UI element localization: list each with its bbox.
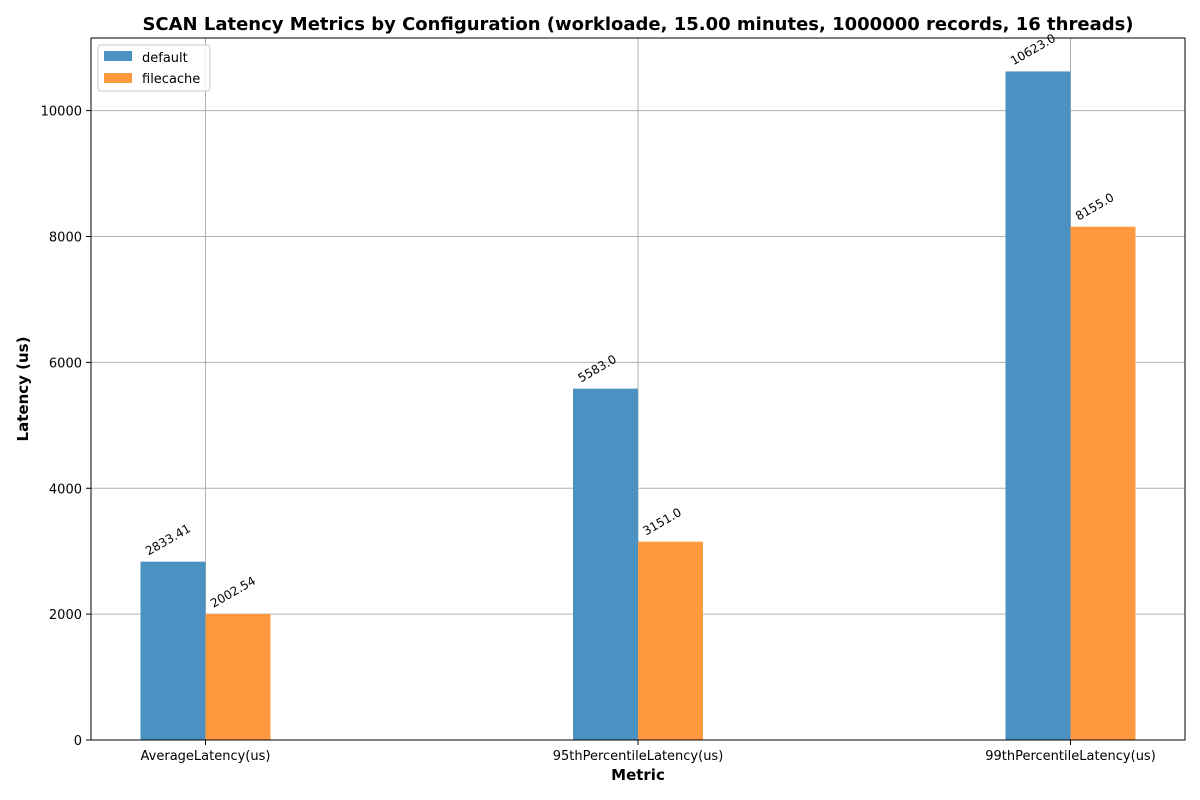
y-axis-ticks: 0 2000 4000 6000 8000 10000 bbox=[41, 105, 91, 749]
y-tick-label: 0 bbox=[74, 734, 82, 749]
y-tick-label: 6000 bbox=[49, 356, 82, 371]
y-axis-label: Latency (us) bbox=[14, 337, 32, 442]
grid-lines bbox=[91, 38, 1185, 740]
data-label-filecache: 2002.54 bbox=[208, 574, 258, 611]
bar-filecache bbox=[638, 541, 703, 740]
y-tick-label: 8000 bbox=[49, 231, 82, 246]
data-label-default: 2833.41 bbox=[143, 521, 193, 558]
bar-default bbox=[140, 561, 206, 740]
x-tick-label: 99thPercentileLatency(us) bbox=[985, 749, 1156, 764]
bar-default bbox=[573, 388, 638, 740]
chart-title: SCAN Latency Metrics by Configuration (w… bbox=[142, 14, 1133, 35]
y-tick-label: 10000 bbox=[41, 105, 82, 120]
y-tick-label: 4000 bbox=[49, 482, 82, 497]
data-label-default: 10623.0 bbox=[1008, 31, 1058, 68]
bar-filecache bbox=[1070, 226, 1136, 741]
legend-label-filecache: filecache bbox=[142, 72, 200, 87]
data-label-filecache: 8155.0 bbox=[1073, 190, 1116, 223]
legend-swatch-filecache bbox=[104, 73, 132, 83]
data-label-default: 5583.0 bbox=[576, 352, 619, 385]
x-tick-label: 95thPercentileLatency(us) bbox=[553, 749, 724, 764]
bar-filecache bbox=[205, 613, 271, 740]
bars bbox=[140, 71, 1136, 741]
x-axis-label: Metric bbox=[611, 766, 665, 784]
bar-default bbox=[1005, 71, 1071, 741]
x-axis-ticks: AverageLatency(us) 95thPercentileLatency(… bbox=[141, 740, 1156, 764]
legend-label-default: default bbox=[142, 51, 188, 66]
legend: default filecache bbox=[97, 44, 211, 92]
data-label-filecache: 3151.0 bbox=[641, 505, 684, 538]
x-tick-label: AverageLatency(us) bbox=[141, 749, 271, 764]
legend-swatch-default bbox=[104, 51, 132, 61]
y-tick-label: 2000 bbox=[49, 608, 82, 623]
